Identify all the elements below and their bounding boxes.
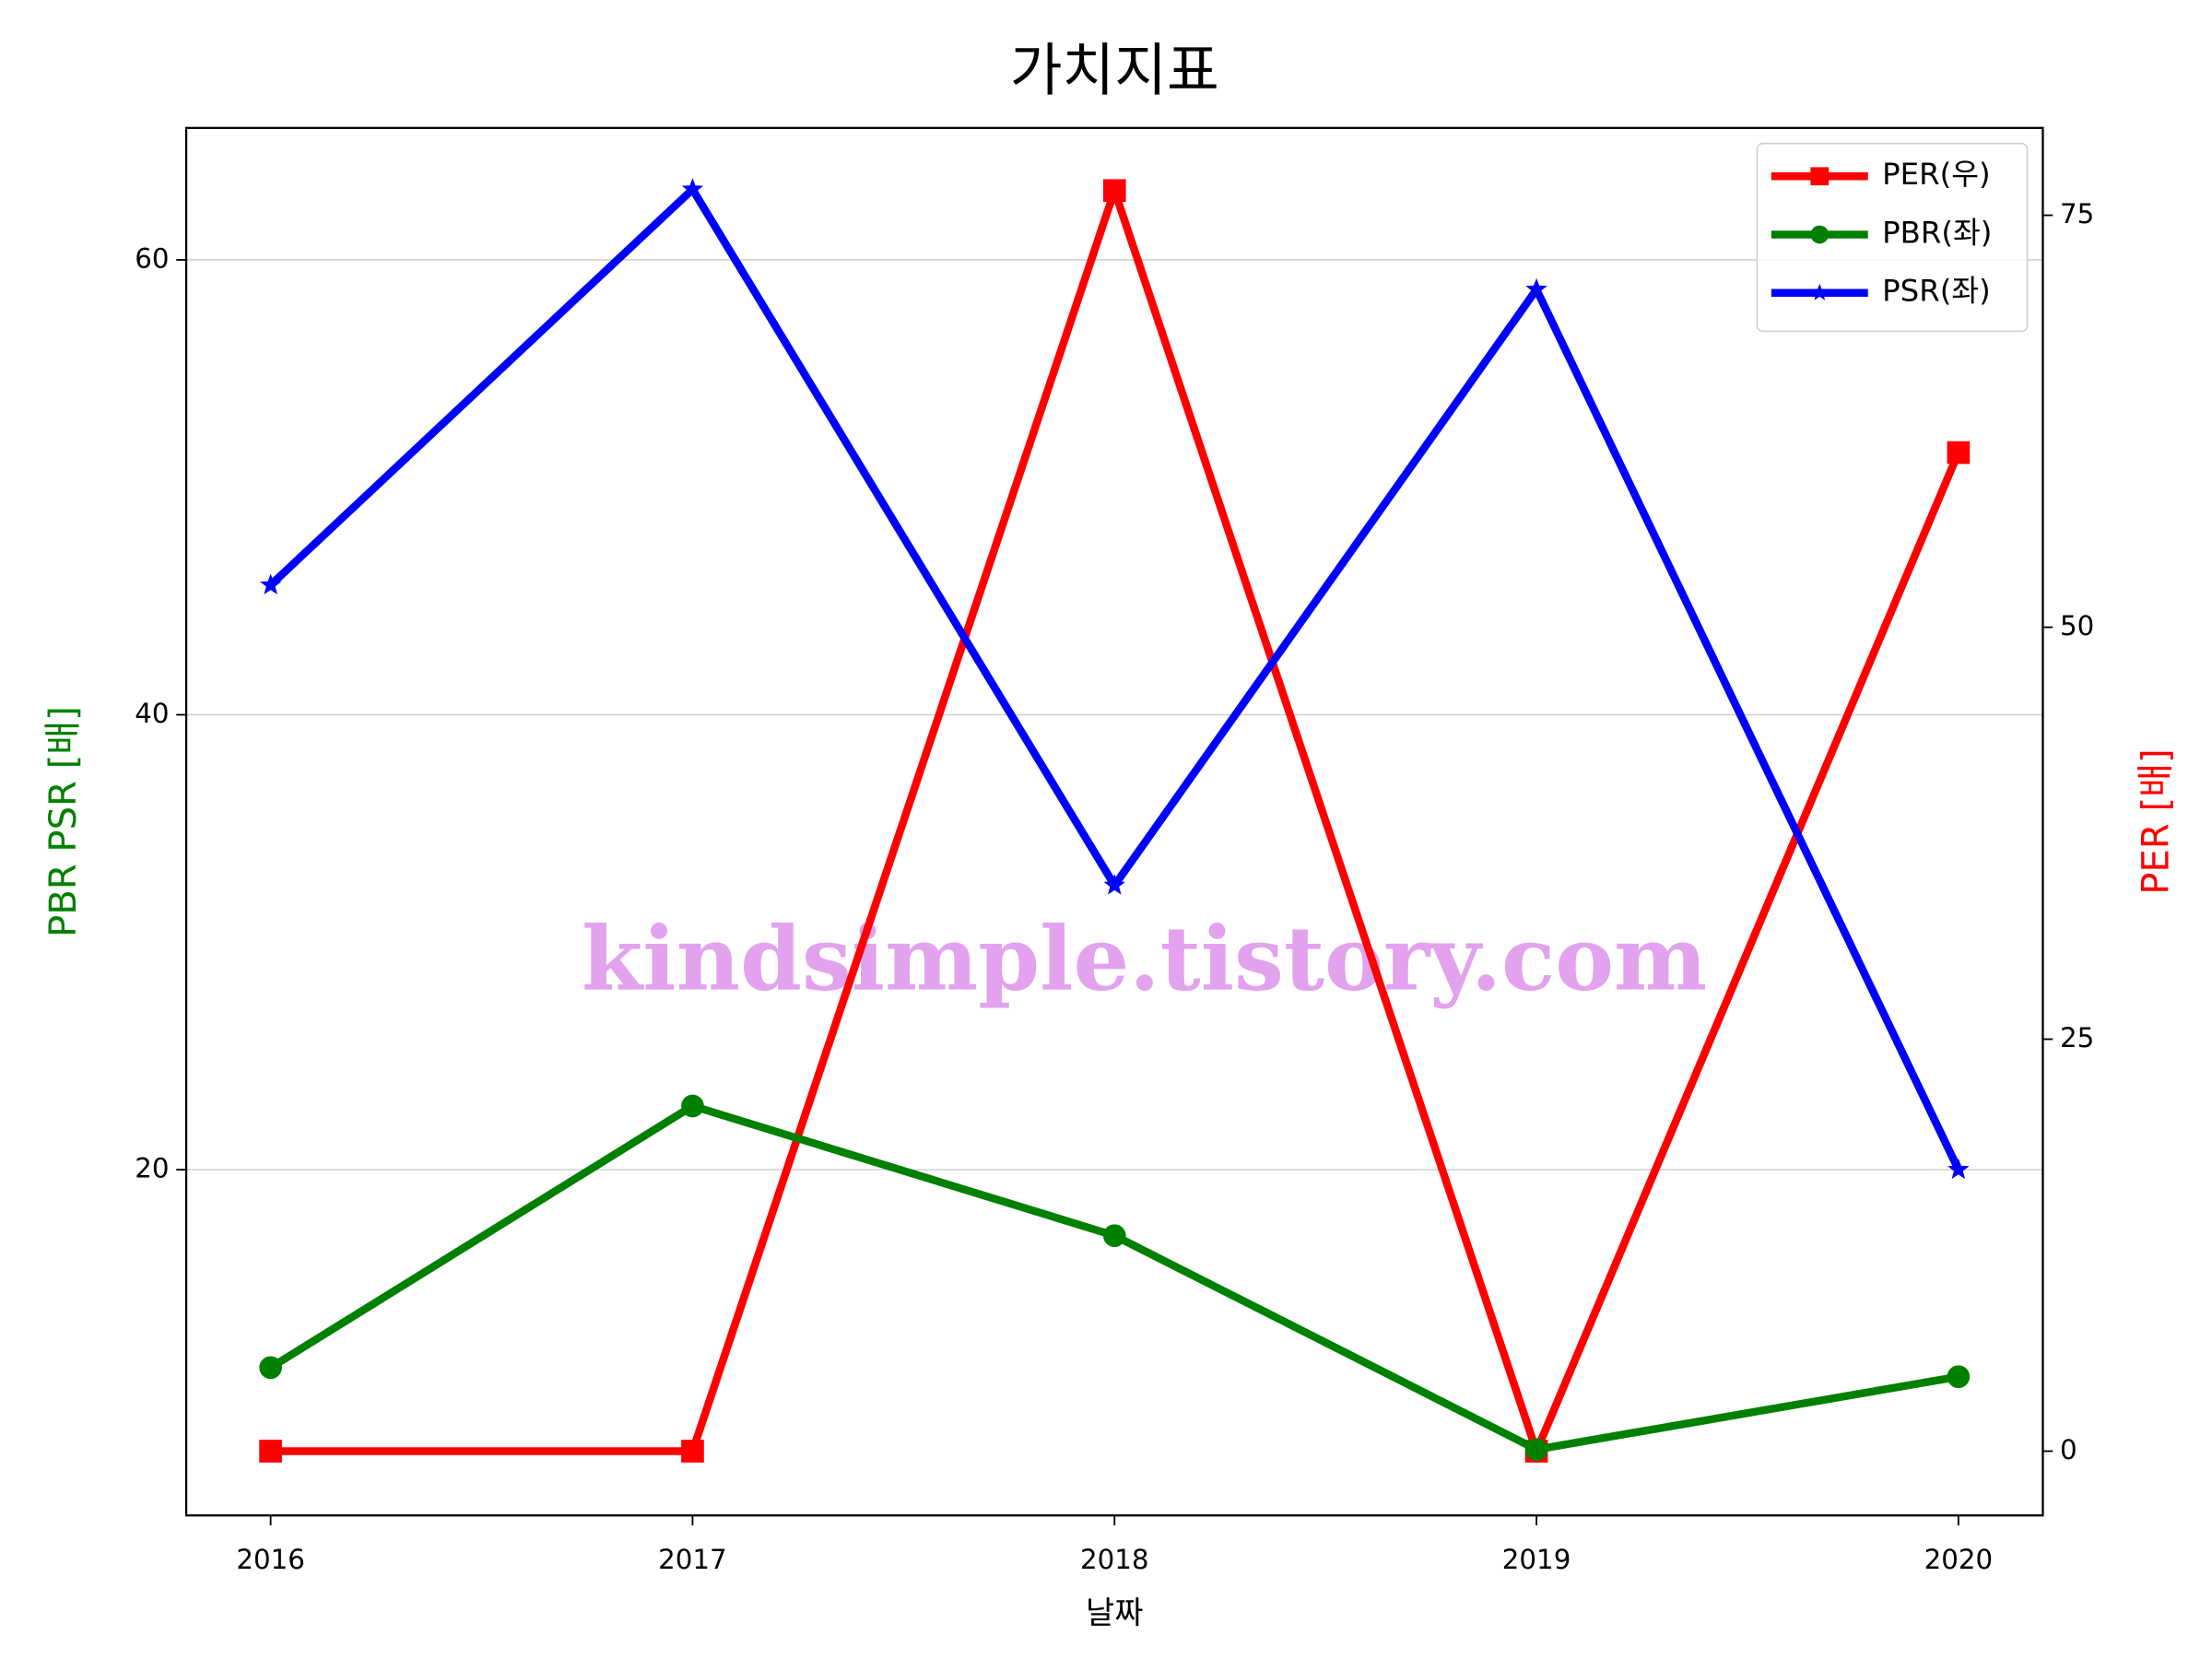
legend-box: [1756, 143, 2029, 333]
watermark: kindsimple.tistory.com: [582, 907, 1707, 1011]
x-tick-label: 2019: [1502, 1544, 1571, 1575]
legend-marker: [1810, 225, 1830, 244]
x-tick-label: 2017: [658, 1544, 727, 1575]
x-axis-label: 날짜: [1086, 1596, 1143, 1632]
legend-label: PBR(좌): [1882, 215, 1992, 250]
y-tick-label: 40: [135, 698, 169, 729]
series-line: [268, 1101, 1959, 1453]
marker: [1947, 1158, 1970, 1180]
legend-marker: [1810, 283, 1829, 300]
marker: [1102, 1224, 1126, 1248]
marker: [681, 1440, 704, 1463]
y2-axis-label: PER [배]: [2135, 748, 2177, 894]
x-tick-label: 2020: [1924, 1544, 1994, 1575]
series-line: [267, 185, 1962, 1171]
y2-tick-label: 75: [2060, 198, 2094, 229]
series-line: [270, 186, 1962, 1455]
marker: [1102, 179, 1126, 203]
legend-marker: [1810, 167, 1830, 186]
marker: [259, 1440, 282, 1463]
marker: [259, 1356, 282, 1380]
legend-label: PSR(좌): [1882, 274, 1991, 309]
y2-tick-label: 0: [2060, 1434, 2077, 1465]
marker: [1947, 441, 1971, 465]
y2-tick-label: 50: [2060, 610, 2094, 641]
marker: [1103, 874, 1125, 895]
x-tick-label: 2016: [236, 1544, 305, 1575]
y2-tick-label: 25: [2060, 1022, 2094, 1053]
legend-label: PER(우): [1882, 157, 1991, 192]
x-tick-label: 2018: [1080, 1544, 1149, 1575]
chart-title: 가치지표: [1010, 37, 1219, 103]
marker: [259, 573, 282, 594]
plot-frame: [184, 126, 2044, 1517]
y-tick-label: 20: [135, 1153, 169, 1184]
marker: [1524, 1438, 1548, 1461]
marker: [681, 1094, 704, 1118]
marker: [1947, 1365, 1971, 1389]
y-tick-label: 60: [135, 242, 169, 274]
marker: [1525, 277, 1547, 300]
y-axis-label: PBR PSR [배]: [42, 706, 85, 937]
marker: [681, 178, 704, 199]
